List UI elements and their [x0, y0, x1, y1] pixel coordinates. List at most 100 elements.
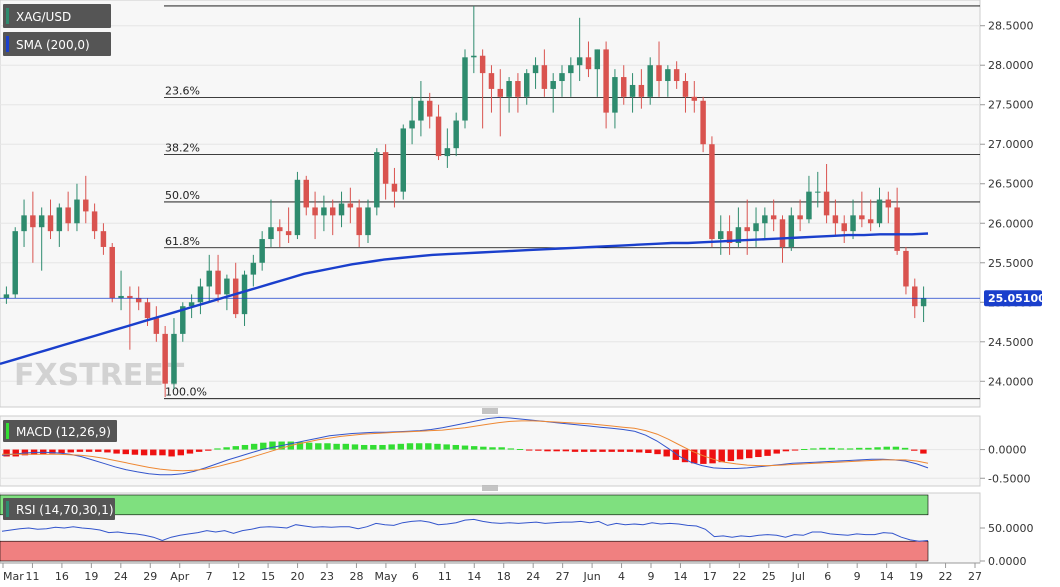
macd-histogram-bar [232, 446, 240, 450]
x-tick-label: Jun [582, 570, 600, 583]
candle [638, 69, 645, 109]
price-pane[interactable]: 24.000024.500025.000025.500026.000026.50… [0, 0, 1046, 408]
candle-body [612, 77, 618, 113]
macd-histogram-bar [901, 447, 909, 450]
candle-body [894, 207, 900, 251]
candle-body [770, 215, 777, 220]
macd-histogram-bar [920, 449, 927, 454]
macd-histogram-bar [727, 449, 735, 462]
candle-body [912, 286, 918, 307]
candle-body [506, 81, 512, 97]
candle [47, 199, 54, 240]
macd-histogram-bar [580, 449, 588, 452]
candle [859, 191, 865, 228]
candle-body [21, 215, 27, 232]
macd-signal-line [2, 420, 929, 472]
candle-body [374, 152, 380, 208]
macd-histogram-bar [562, 449, 570, 452]
candle-body [594, 49, 601, 70]
candle [374, 148, 380, 216]
macd-histogram-bar [333, 443, 340, 450]
candle-body [559, 73, 565, 82]
candle-body [621, 77, 627, 97]
macd-histogram-bar [544, 449, 551, 452]
candle [426, 92, 433, 129]
candle-body [232, 278, 239, 315]
candle-body [241, 274, 248, 315]
fib-label: 61.8% [165, 235, 200, 248]
candle-body [47, 215, 54, 232]
candle-body [718, 231, 724, 240]
macd-histogram-bar [67, 449, 74, 453]
macd-histogram-bar [663, 449, 670, 457]
macd-pane[interactable]: 0.0000 -0.5000 MACD (12,26,9) [0, 415, 1030, 487]
candle [541, 49, 548, 97]
x-tick-label: Mar [3, 570, 24, 583]
price-tick-label: 26.0000 [988, 217, 1034, 230]
rsi-pane[interactable]: 50.0000 0.0000 RSI (14,70,30,1) [0, 492, 1034, 568]
macd-histogram-bar [883, 446, 890, 450]
price-tick-label: 27.0000 [988, 138, 1034, 151]
x-tick-label: 23 [320, 570, 334, 583]
macd-histogram-bar [12, 449, 19, 457]
candle-body [876, 199, 883, 224]
rsi-overbought-band [0, 494, 929, 516]
macd-histogram-bar [95, 449, 102, 452]
candle [621, 65, 627, 105]
macd-histogram-bar [3, 449, 10, 457]
symbol-badge[interactable] [3, 4, 111, 28]
sma-badge[interactable] [3, 32, 111, 56]
macd-histogram-bar [507, 448, 515, 450]
candle-body [700, 100, 706, 145]
candle-body [462, 57, 468, 121]
candle-body [629, 84, 636, 97]
macd-histogram-bar [874, 447, 881, 450]
candle-body [197, 286, 204, 303]
macd-histogram-bar [525, 449, 533, 451]
x-tick-label: 22 [732, 570, 746, 583]
macd-badge[interactable] [3, 420, 117, 442]
candle-body [162, 333, 168, 384]
candle [250, 254, 257, 287]
candle [444, 128, 451, 168]
macd-histogram-bar [324, 443, 331, 450]
candle-body [180, 306, 186, 334]
fib-label: 100.0% [165, 386, 207, 399]
candle-body [691, 96, 698, 101]
candle-body [656, 65, 662, 82]
candle-body [400, 128, 407, 192]
candle [285, 207, 292, 244]
x-tick-label: 27 [556, 570, 570, 583]
candle [259, 231, 265, 271]
candle [709, 136, 715, 247]
candle [894, 187, 900, 255]
candle [726, 215, 733, 255]
candle-body [647, 65, 653, 97]
candle-body [779, 219, 786, 247]
macd-histogram-bar [452, 444, 460, 450]
macd-histogram-bar [223, 447, 230, 450]
rsi-badge[interactable] [3, 498, 115, 520]
candle-body [38, 215, 45, 228]
candle [920, 286, 927, 323]
macd-tick-label: -0.5000 [988, 472, 1030, 485]
candle-body [832, 215, 839, 224]
candle-body [744, 227, 750, 232]
candle [797, 199, 803, 232]
price-tick-label: 27.5000 [988, 99, 1034, 112]
last-price-label: 25.05100 [988, 292, 1046, 305]
candle [391, 167, 398, 208]
candle [347, 187, 354, 224]
macd-histogram-bar [425, 443, 432, 450]
macd-histogram-bar [351, 444, 359, 450]
pane-splitter-2[interactable] [482, 485, 498, 491]
pane-splitter-1[interactable] [482, 408, 498, 414]
price-tick-label: 28.0000 [988, 59, 1034, 72]
candle-body [479, 55, 486, 74]
macd-histogram-bar [186, 449, 194, 454]
candle-body [576, 57, 583, 66]
candle-body [329, 207, 336, 216]
candle-body [118, 295, 124, 299]
sma-label: SMA (200,0) [16, 38, 90, 52]
